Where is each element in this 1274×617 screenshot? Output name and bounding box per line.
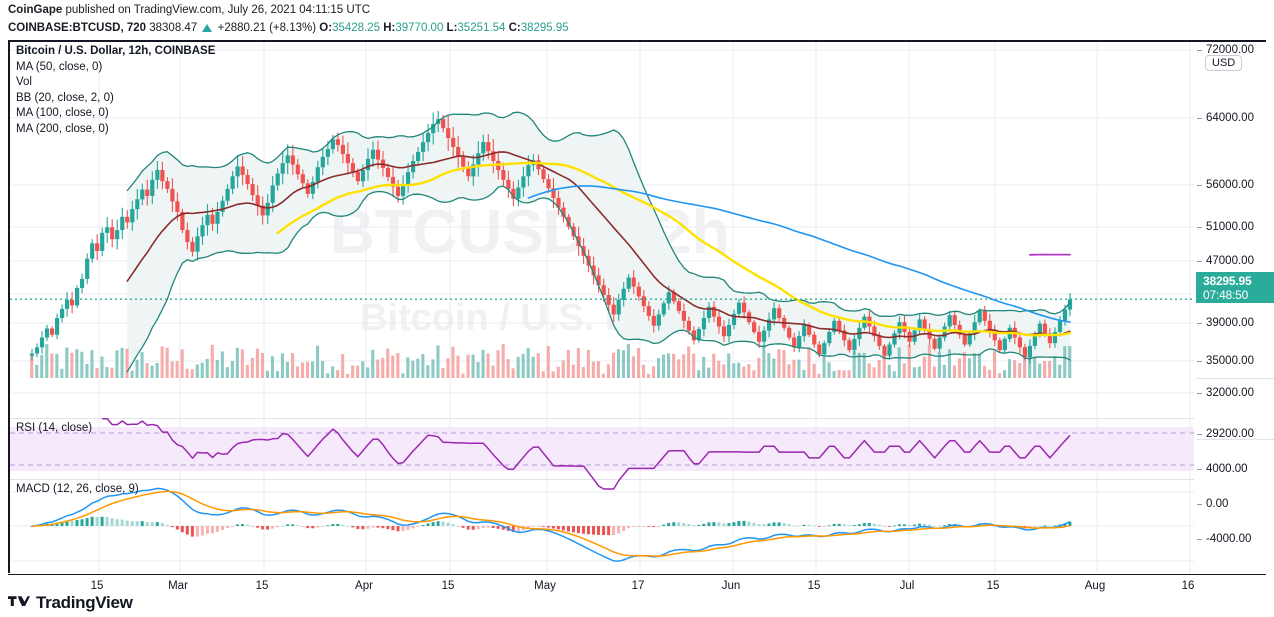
symbol-label: COINBASE:BTCUSD, 720 bbox=[8, 22, 147, 34]
footer: TradingView bbox=[8, 588, 1266, 617]
price-tick-label: 56000.00 bbox=[1197, 179, 1254, 191]
price-scale[interactable]: 72000.00 64000.00 56000.00 51000.00 47000.00… bbox=[1196, 42, 1274, 573]
time-tick-label: Jun bbox=[721, 580, 741, 592]
time-tick-label: Jul bbox=[899, 580, 915, 592]
macd-line bbox=[31, 487, 1071, 562]
ma100-line bbox=[527, 185, 1071, 323]
time-tick-label: Mar bbox=[168, 580, 188, 592]
published-text: published on TradingView.com, July 26, 2… bbox=[65, 4, 371, 16]
open-label: O: bbox=[319, 22, 333, 34]
price-tick-label: 51000.00 bbox=[1197, 221, 1254, 233]
publisher-name: CoinGape bbox=[8, 4, 63, 16]
price-tick-label: 64000.00 bbox=[1197, 112, 1254, 124]
close-label: C: bbox=[508, 22, 521, 34]
time-tick-label: Aug bbox=[1084, 580, 1106, 592]
price-tick-label: 72000.00 bbox=[1197, 44, 1254, 56]
time-tick-label: 17 bbox=[631, 580, 645, 592]
price-chart-svg bbox=[10, 42, 1194, 435]
macd-tick-label: 0.00 bbox=[1196, 498, 1229, 510]
time-tick-label: Apr bbox=[355, 580, 373, 592]
price-tick-label: 32000.00 bbox=[1197, 387, 1254, 399]
macd-tick-label: 4000.00 bbox=[1197, 463, 1248, 475]
chart-plot-area[interactable]: BTCUSD, 12h Bitcoin / U.S. Dollar Bitcoi… bbox=[8, 42, 1194, 573]
price-tick-label: 35000.00 bbox=[1197, 355, 1254, 367]
scale-divider bbox=[1196, 378, 1274, 379]
tradingview-wordmark: TradingView bbox=[36, 592, 133, 612]
time-tick-label: 15 bbox=[441, 580, 455, 592]
time-scale[interactable]: 15 Mar 15 Apr 15 May 17 Jun 15 Jul 15 Aug 16 bbox=[8, 577, 1274, 599]
rsi-chart-svg bbox=[10, 418, 1194, 490]
main-price-pane[interactable]: Bitcoin / U.S. Dollar, 12h, COINBASE MA … bbox=[10, 42, 1194, 435]
rsi-line bbox=[102, 418, 1071, 490]
macd-pane[interactable]: MACD (12, 26, close, 9) bbox=[10, 479, 1194, 573]
low-value: 35251.54 bbox=[457, 22, 506, 34]
time-tick-label: 15 bbox=[986, 580, 1000, 592]
price-change: +2880.21 (+8.13%) bbox=[217, 22, 317, 34]
macd-chart-svg bbox=[10, 480, 1194, 573]
rsi-pane[interactable]: RSI (14, close) bbox=[10, 418, 1194, 490]
tradingview-logo-icon bbox=[8, 595, 30, 606]
current-price-countdown: 07:48:50 bbox=[1203, 288, 1249, 302]
high-label: H: bbox=[383, 22, 396, 34]
high-value: 39770.00 bbox=[395, 22, 444, 34]
open-value: 35428.25 bbox=[332, 22, 381, 34]
price-tick-label: 39000.00 bbox=[1197, 317, 1254, 329]
time-tick-label: 15 bbox=[807, 580, 821, 592]
ma50-line bbox=[276, 161, 1072, 337]
bb-basis-line bbox=[126, 151, 1071, 339]
bb-upper-line bbox=[126, 111, 1071, 317]
price-tick-label: 29200.00 bbox=[1197, 428, 1254, 440]
chart-frame bbox=[8, 40, 1266, 575]
price-tick-label: 47000.00 bbox=[1197, 255, 1254, 267]
time-tick-label: May bbox=[534, 580, 556, 592]
price-up-triangle-icon bbox=[202, 24, 213, 32]
currency-badge: USD bbox=[1205, 55, 1243, 71]
close-value: 38295.95 bbox=[520, 22, 569, 34]
time-tick-label: 15 bbox=[90, 580, 104, 592]
time-tick-label: 15 bbox=[255, 580, 269, 592]
macd-signal-line bbox=[31, 490, 1071, 557]
macd-tick-label: -4000.00 bbox=[1196, 533, 1252, 545]
symbol-quote-line: COINBASE:BTCUSD, 720 38308.47 +2880.21 (… bbox=[8, 21, 569, 36]
low-label: L: bbox=[446, 22, 458, 34]
time-tick-label: 16 bbox=[1181, 580, 1195, 592]
current-price-badge: 38295.95 07:48:50 bbox=[1196, 272, 1274, 303]
scale-divider bbox=[1196, 439, 1274, 440]
publisher-line: CoinGape published on TradingView.com, J… bbox=[8, 3, 370, 18]
current-price-value: 38295.95 bbox=[1203, 274, 1252, 288]
bb-lower-line bbox=[126, 185, 1071, 373]
last-price: 38308.47 bbox=[149, 22, 198, 34]
